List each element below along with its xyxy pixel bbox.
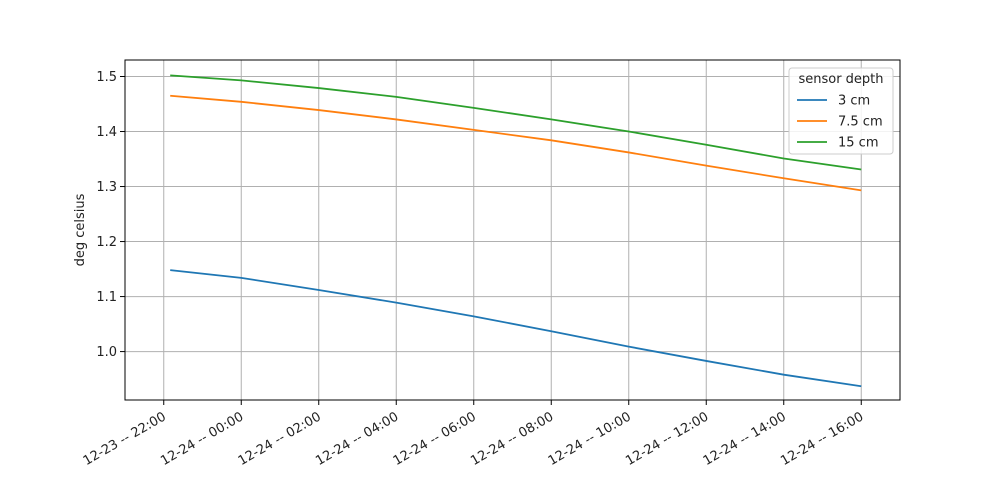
x-tick-label: 12-24 -- 12:00: [623, 409, 711, 468]
y-tick-label: 1.3: [96, 180, 117, 195]
series-line-0: [170, 269, 862, 388]
y-axis-label: deg celsius: [73, 193, 88, 266]
series-line-2: [170, 74, 862, 171]
x-tick-label: 12-24 -- 14:00: [701, 409, 789, 468]
x-tick-label: 12-24 -- 02:00: [236, 409, 324, 468]
series-line-1: [170, 94, 862, 192]
y-axis-ticks: 1.0 1.1 1.2 1.3 1.4 1.5: [96, 70, 125, 360]
grid: [125, 60, 900, 400]
series-lines: [170, 74, 862, 388]
x-tick-label: 12-24 -- 08:00: [468, 409, 556, 468]
legend-items: 3 cm 7.5 cm 15 cm: [797, 94, 883, 151]
y-tick-label: 1.0: [96, 345, 117, 360]
y-tick-label: 1.5: [96, 70, 117, 85]
legend: sensor depth 3 cm 7.5 cm 15 cm: [788, 67, 894, 155]
y-tick-label: 1.4: [96, 125, 117, 140]
y-tick-label: 1.2: [96, 235, 117, 250]
legend-box: [788, 67, 894, 155]
legend-label-2: 15 cm: [838, 136, 879, 151]
x-tick-label: 12-24 -- 06:00: [391, 409, 479, 468]
x-tick-label: 12-24 -- 04:00: [313, 409, 401, 468]
y-tick-label: 1.1: [96, 290, 117, 305]
x-tick-label: 12-24 -- 16:00: [778, 409, 866, 468]
x-tick-label: 12-23 -- 22:00: [81, 409, 169, 468]
legend-label-1: 7.5 cm: [838, 115, 883, 130]
legend-title: sensor depth: [798, 72, 883, 87]
legend-label-0: 3 cm: [838, 94, 870, 109]
x-tick-label: 12-24 -- 00:00: [158, 409, 246, 468]
x-tick-label: 12-24 -- 10:00: [546, 409, 634, 468]
plot-frame: [124, 59, 901, 401]
